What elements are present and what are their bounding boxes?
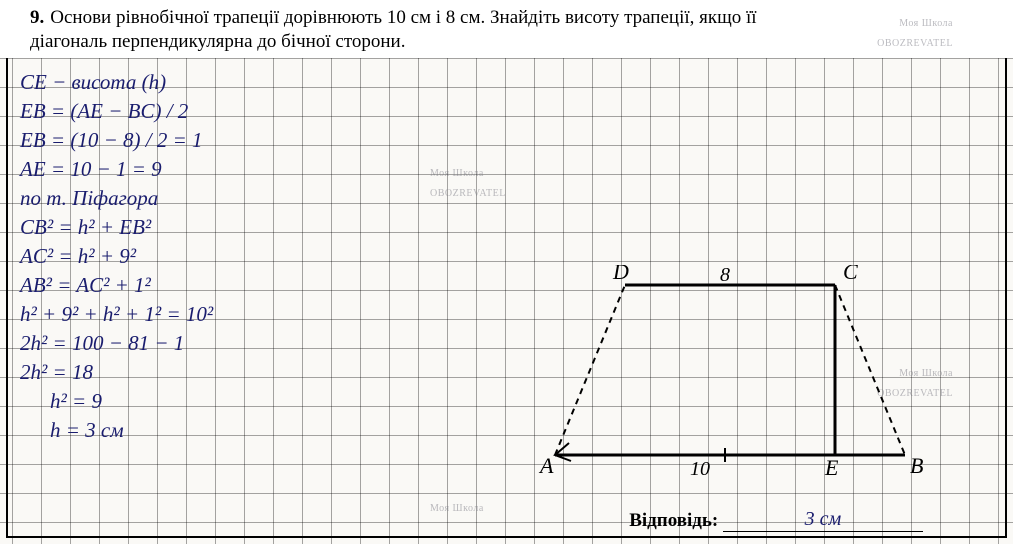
problem-statement: 9. Основи рівнобічної трапеції дорівнюють… bbox=[0, 0, 1013, 58]
work-line: CE − висота (h) bbox=[20, 68, 440, 97]
handwritten-solution: CE − висота (h) EB = (AE − BC) / 2 EB = … bbox=[20, 68, 440, 445]
trapezoid-diagram: D C A B E 8 10 bbox=[525, 265, 945, 475]
label-d: D bbox=[612, 265, 629, 284]
problem-number: 9. bbox=[30, 7, 44, 28]
answer-row: Відповідь: 3 см bbox=[0, 508, 1013, 532]
work-line: AC² = h² + 9² bbox=[20, 242, 440, 271]
side-cb bbox=[835, 285, 905, 455]
problem-line-2: діагональ перпендикулярна до бічної стор… bbox=[30, 31, 405, 52]
work-line: AE = 10 − 1 = 9 bbox=[20, 155, 440, 184]
work-line: AB² = AC² + 1² bbox=[20, 271, 440, 300]
label-e: E bbox=[824, 455, 839, 475]
page: 9. Основи рівнобічної трапеції дорівнюють… bbox=[0, 0, 1013, 544]
label-c: C bbox=[843, 265, 858, 284]
watermark: OBOZREVATEL bbox=[430, 188, 506, 199]
problem-line-1: Основи рівнобічної трапеції дорівнюють 1… bbox=[50, 7, 756, 28]
arrow-a bbox=[555, 443, 571, 461]
work-line: по т. Піфагора bbox=[20, 184, 440, 213]
answer-label: Відповідь: bbox=[629, 510, 718, 531]
work-line: 2h² = 100 − 81 − 1 bbox=[20, 329, 440, 358]
label-bottom-length: 10 bbox=[690, 458, 710, 475]
label-a: A bbox=[538, 453, 554, 475]
work-line: 2h² = 18 bbox=[20, 358, 440, 387]
work-line: EB = (10 − 8) / 2 = 1 bbox=[20, 126, 440, 155]
work-line: CB² = h² + EB² bbox=[20, 213, 440, 242]
answer-value: 3 см bbox=[723, 508, 923, 532]
work-line: h² + 9² + h² + 1² = 10² bbox=[20, 300, 440, 329]
side-ad bbox=[555, 285, 625, 455]
work-line: h² = 9 bbox=[20, 387, 440, 416]
work-line: EB = (AE − BC) / 2 bbox=[20, 97, 440, 126]
label-top-length: 8 bbox=[720, 265, 730, 286]
label-b: B bbox=[910, 453, 923, 475]
work-line: h = 3 см bbox=[20, 416, 440, 445]
